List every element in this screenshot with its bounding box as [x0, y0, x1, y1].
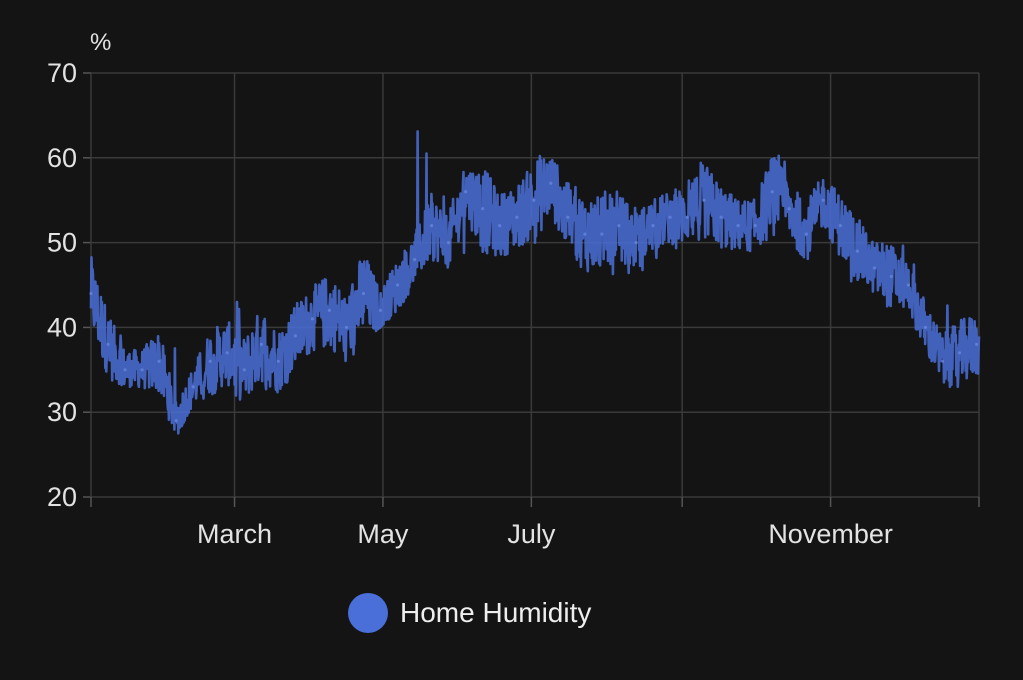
data-point[interactable] — [106, 342, 110, 346]
data-point[interactable] — [753, 224, 757, 228]
data-point[interactable] — [872, 266, 877, 270]
y-tick-label: 50 — [47, 228, 77, 258]
data-point[interactable] — [770, 190, 774, 194]
data-point[interactable] — [685, 215, 689, 219]
data-point[interactable] — [157, 359, 161, 363]
y-axis-unit: % — [90, 29, 111, 56]
x-tick-label: July — [507, 519, 556, 549]
series-home-humidity[interactable] — [89, 130, 981, 435]
data-point[interactable] — [787, 207, 791, 211]
data-point[interactable] — [515, 215, 519, 219]
data-point[interactable] — [855, 249, 860, 253]
data-point[interactable] — [430, 224, 434, 228]
data-point[interactable] — [464, 190, 468, 194]
data-point[interactable] — [566, 215, 570, 219]
data-point[interactable] — [310, 317, 314, 321]
y-tick-label: 30 — [47, 397, 77, 427]
data-point[interactable] — [89, 291, 93, 296]
data-point[interactable] — [804, 232, 808, 236]
data-point[interactable] — [327, 308, 331, 312]
data-point[interactable] — [736, 224, 740, 228]
data-point[interactable] — [140, 368, 144, 372]
legend-swatch-icon — [348, 593, 388, 633]
data-point[interactable] — [634, 241, 638, 245]
data-point[interactable] — [923, 325, 928, 329]
data-point[interactable] — [225, 351, 229, 355]
data-point[interactable] — [889, 274, 894, 279]
data-point[interactable] — [498, 224, 502, 228]
y-tick-label: 40 — [47, 312, 77, 342]
data-point[interactable] — [532, 198, 536, 202]
y-tick-label: 70 — [47, 58, 77, 88]
x-axis: March May July November — [197, 519, 893, 549]
data-point[interactable] — [821, 198, 825, 202]
data-point[interactable] — [123, 368, 127, 372]
data-point[interactable] — [174, 419, 178, 423]
data-point[interactable] — [583, 232, 587, 236]
x-tick-label: May — [357, 519, 409, 549]
data-point[interactable] — [957, 351, 962, 355]
data-point[interactable] — [259, 342, 263, 346]
data-point[interactable] — [549, 181, 553, 185]
data-point[interactable] — [447, 241, 451, 245]
x-tick-label: November — [768, 519, 893, 549]
y-tick-label: 60 — [47, 143, 77, 173]
data-point[interactable] — [276, 359, 280, 363]
data-point[interactable] — [906, 283, 911, 287]
data-point[interactable] — [719, 215, 723, 219]
humidity-chart: 20 30 40 50 60 70 March May July November % — [47, 29, 981, 549]
data-point[interactable] — [481, 207, 485, 211]
data-point[interactable] — [242, 368, 246, 372]
data-point[interactable] — [600, 232, 604, 236]
data-point[interactable] — [975, 342, 979, 346]
y-tick-label: 20 — [47, 482, 77, 512]
data-point[interactable] — [208, 359, 212, 363]
data-point[interactable] — [702, 198, 706, 202]
data-point[interactable] — [293, 334, 297, 338]
data-point[interactable] — [668, 215, 672, 219]
legend-label: Home Humidity — [400, 597, 592, 628]
data-point[interactable] — [617, 224, 621, 228]
x-tick-label: March — [197, 519, 272, 549]
data-point[interactable] — [413, 258, 417, 262]
data-point[interactable] — [838, 224, 842, 228]
grid — [83, 72, 980, 507]
legend-item-home-humidity[interactable]: Home Humidity — [348, 592, 591, 634]
y-axis: 20 30 40 50 60 70 — [47, 58, 77, 512]
series-line[interactable] — [89, 130, 981, 435]
data-point[interactable] — [395, 283, 400, 287]
data-point[interactable] — [940, 359, 945, 363]
data-point[interactable] — [191, 385, 195, 389]
data-point[interactable] — [344, 325, 349, 329]
data-point[interactable] — [361, 291, 366, 296]
data-point[interactable] — [651, 224, 655, 228]
data-point[interactable] — [378, 308, 383, 312]
